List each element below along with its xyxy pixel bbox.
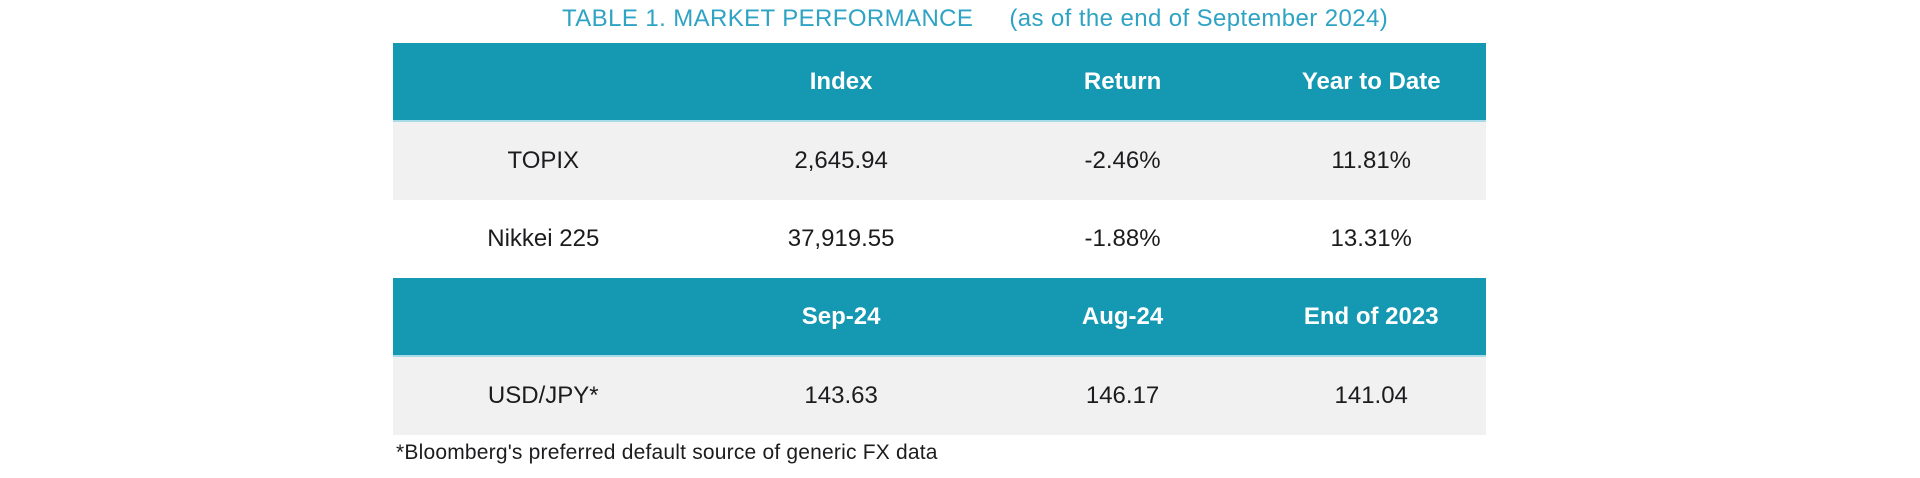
table-title-date: (as of the end of September 2024) [1009,5,1389,32]
table-title: TABLE 1. MARKET PERFORMANCE (as of the en… [562,5,1388,33]
row-label-usdjpy: USD/JPY* [487,382,599,409]
cell-nikkei225-ytd: 13.31% [1330,225,1412,252]
index-table-header-row: Index Return Year to Date [393,43,1486,122]
table-row-topix: TOPIX 2,645.94 -2.46% 11.81% [393,122,1486,200]
fx-header-aug-24: Aug-24 [1081,302,1164,330]
table-title-main: TABLE 1. MARKET PERFORMANCE [562,5,974,32]
row-label-nikkei225: Nikkei 225 [487,225,600,252]
footnote: *Bloomberg's preferred default source of… [396,441,938,464]
cell-usdjpy-endof2023: 141.04 [1334,382,1408,409]
market-performance-table: Index Return Year to Date TOPIX 2,645.94… [393,43,1486,435]
index-header-year-to-date: Year to Date [1301,67,1441,95]
cell-topix-index: 2,645.94 [794,147,888,174]
cell-topix-return: -2.46% [1084,147,1161,174]
fx-header-sep-24: Sep-24 [801,302,881,330]
index-header-index: Index [809,67,873,95]
fx-table-header-row: Sep-24 Aug-24 End of 2023 [393,278,1486,357]
cell-nikkei225-index: 37,919.55 [787,225,895,252]
cell-topix-ytd: 11.81% [1331,147,1412,174]
cell-usdjpy-sep24: 143.63 [804,382,878,409]
cell-usdjpy-aug24: 146.17 [1085,382,1160,409]
cell-nikkei225-return: -1.88% [1084,225,1161,252]
table-row-usdjpy: USD/JPY* 143.63 146.17 141.04 [393,357,1486,435]
table-row-nikkei225: Nikkei 225 37,919.55 -1.88% 13.31% [393,200,1486,278]
row-label-topix: TOPIX [507,147,580,174]
fx-header-end-of-2023: End of 2023 [1303,302,1439,330]
index-header-return: Return [1083,67,1162,95]
